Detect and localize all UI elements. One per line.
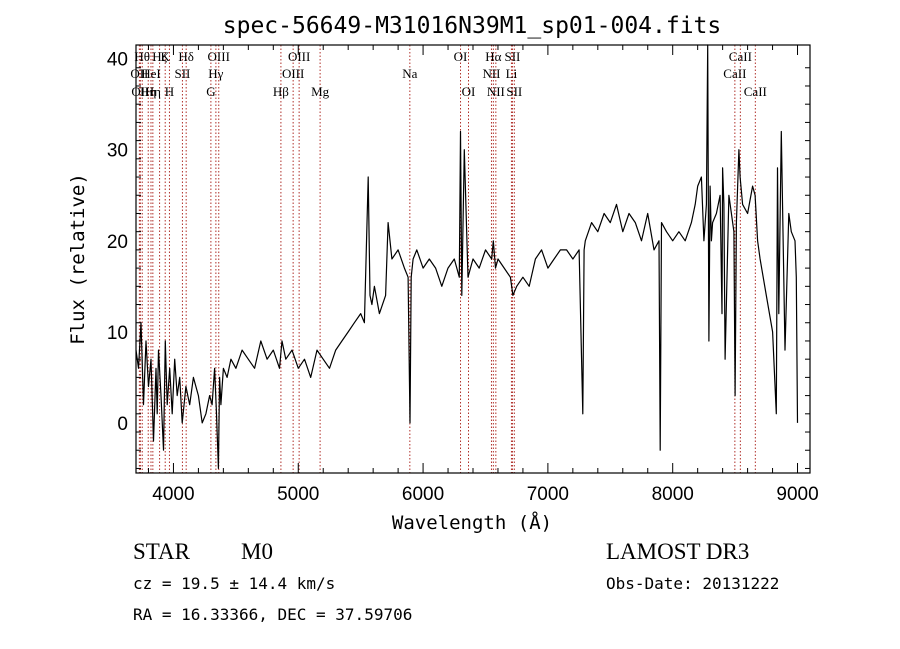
- y-axis-label: Flux (relative): [67, 173, 89, 345]
- spectral-line-label: OIII: [208, 49, 230, 64]
- x-tick-label: 9000: [776, 484, 818, 505]
- spectral-line-label: Mg: [311, 84, 330, 99]
- object-subclass: M0: [241, 539, 273, 564]
- spectral-line-label: NII: [482, 66, 500, 81]
- spectral-line-label: CaII: [744, 84, 767, 99]
- spectral-line-label: Hα: [485, 49, 501, 64]
- spectral-line-label: Hθ: [134, 49, 150, 64]
- chart-title: spec-56649-M31016N39M1_sp01-004.fits: [223, 13, 722, 39]
- spectral-line-label: Na: [402, 66, 417, 81]
- object-class: STAR: [133, 539, 191, 564]
- spectral-line-label: G: [206, 84, 215, 99]
- spectral-line-label: SII: [506, 84, 522, 99]
- spectral-line-label: OI: [454, 49, 468, 64]
- x-tick-label: 8000: [652, 484, 694, 505]
- y-tick-label: 10: [107, 323, 128, 344]
- observation-date: Obs-Date: 20131222: [606, 574, 779, 593]
- x-axis: 4000 5000 6000 7000 8000 9000: [147, 45, 819, 505]
- spectral-line-label: K: [161, 49, 171, 64]
- spectral-line-label: OIII: [288, 49, 310, 64]
- y-tick-label: 0: [117, 414, 128, 435]
- x-tick-label: 7000: [527, 484, 569, 505]
- redshift-value: cz = 19.5 ± 14.4 km/s: [133, 574, 335, 593]
- coordinates: RA = 16.33366, DEC = 37.59706: [133, 605, 412, 624]
- y-tick-label: 30: [107, 141, 128, 162]
- spectral-line-label: Hη: [145, 84, 161, 99]
- x-tick-label: 4000: [152, 484, 194, 505]
- spectral-line-label: Hη: [140, 84, 156, 99]
- y-tick-label: 40: [107, 50, 128, 71]
- spectral-line-label: OIII: [282, 66, 304, 81]
- spectral-line-label: SII: [504, 49, 520, 64]
- y-axis: 0 10 20 30 40: [107, 50, 810, 469]
- spectral-line-label: Hβ: [273, 84, 289, 99]
- flux-series-line: [135, 44, 799, 469]
- spectral-line-label: OI: [462, 84, 476, 99]
- spectral-line-label: SII: [174, 66, 190, 81]
- line-labels: OIIOIIHθHηHeIHηHζKHSIIHδGHγOIIIHβOIIIOII…: [130, 49, 767, 99]
- survey-name: LAMOST DR3: [606, 539, 749, 564]
- spectral-line-label: CaII: [729, 49, 752, 64]
- emission-line-markers: [138, 45, 756, 473]
- spectral-line-label: Hδ: [178, 49, 194, 64]
- spectral-line-label: OII: [130, 66, 148, 81]
- spectral-line-label: Hγ: [208, 66, 223, 81]
- x-axis-label: Wavelength (Å): [392, 511, 552, 534]
- spectral-line-label: NII: [487, 84, 505, 99]
- spectral-line-label: CaII: [723, 66, 746, 81]
- x-tick-label: 5000: [277, 484, 319, 505]
- spectral-line-label: HeI: [141, 66, 161, 81]
- spectral-line-label: H: [165, 84, 174, 99]
- spectral-line-label: Hζ: [152, 49, 167, 64]
- spectral-line-label: Li: [506, 66, 518, 81]
- x-tick-label: 6000: [402, 484, 444, 505]
- y-tick-label: 20: [107, 232, 128, 253]
